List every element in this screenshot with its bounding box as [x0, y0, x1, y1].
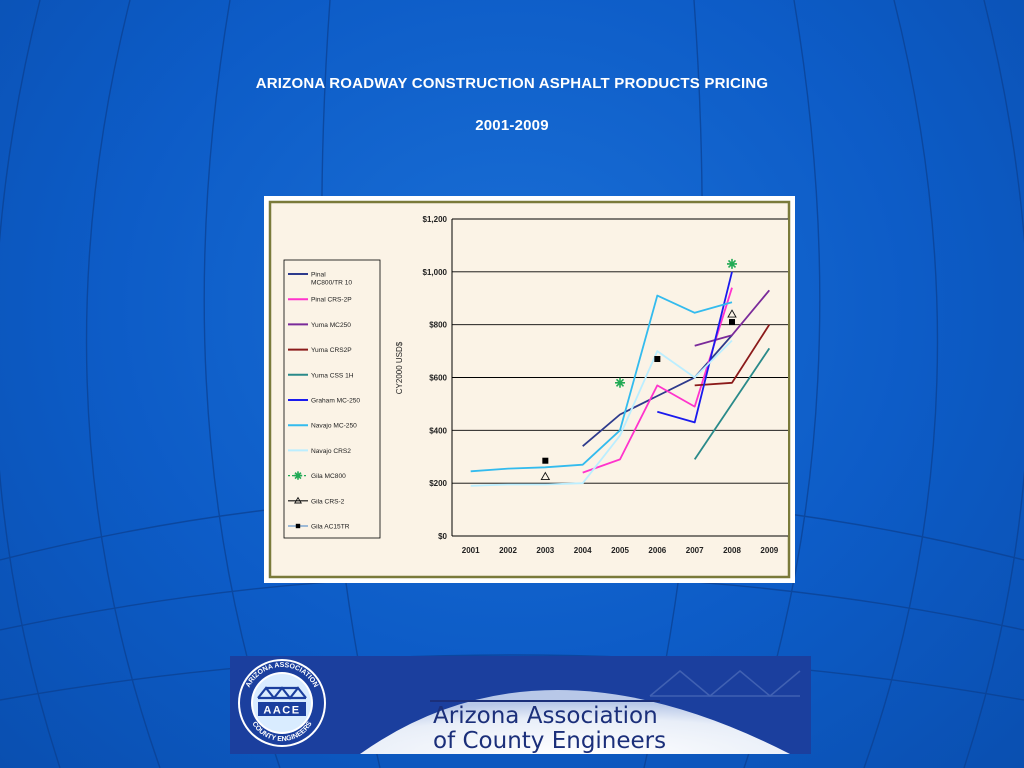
org-name-line-2: of County Engineers	[433, 728, 667, 754]
x-tick-label: 2009	[760, 546, 778, 555]
y-tick-label: $1,200	[423, 215, 448, 224]
series-line	[694, 324, 771, 387]
banner-graphic: AACE ARIZONA ASSOCIATION COUNTY ENGINEER…	[230, 656, 811, 754]
legend-label: Gila CRS-2	[311, 498, 345, 505]
data-point-triangle	[727, 309, 737, 318]
aace-logo: AACE ARIZONA ASSOCIATION COUNTY ENGINEER…	[238, 659, 326, 747]
x-tick-label: 2007	[686, 546, 704, 555]
x-tick-label: 2008	[723, 546, 741, 555]
y-tick-label: $200	[429, 479, 447, 488]
data-point-triangle	[294, 496, 302, 504]
logo-center-text: AACE	[263, 705, 300, 717]
legend-label: Pinal CRS-2P	[311, 297, 352, 304]
x-tick-label: 2006	[648, 546, 666, 555]
data-point-star	[293, 471, 303, 480]
x-tick-label: 2003	[536, 546, 554, 555]
asphalt-pricing-chart: $0 $200 $400 $600 $800 $1,000 $1,200 2001 2002 20…	[268, 200, 791, 579]
y-tick-label: $600	[429, 374, 447, 383]
legend-label: Yuma MC250	[311, 322, 351, 329]
series-line	[657, 271, 733, 424]
series-line	[694, 289, 770, 347]
series-line	[470, 294, 733, 473]
x-tick-label: 2001	[462, 546, 480, 555]
bridge-truss-icon	[257, 686, 307, 700]
legend-label: Gila AC15TR	[311, 524, 350, 531]
y-tick-label: $0	[438, 532, 447, 541]
y-tick-label: $400	[429, 426, 447, 435]
series-line	[582, 334, 733, 447]
x-tick-label: 2002	[499, 546, 517, 555]
y-axis-label: CY2000 USD$	[395, 341, 404, 394]
data-point-square	[654, 356, 661, 363]
legend-label: Navajo CRS2	[311, 448, 351, 455]
series-line	[582, 287, 733, 474]
y-tick-label: $1,000	[423, 268, 448, 277]
x-tick-label: 2005	[611, 546, 629, 555]
data-point-star	[727, 258, 737, 269]
slide-title: ARIZONA ROADWAY CONSTRUCTION ASPHALT PRO…	[255, 75, 769, 92]
legend-label: Gila MC800	[311, 473, 346, 480]
data-point-triangle	[540, 471, 551, 481]
data-point-square	[295, 523, 301, 529]
data-point-star	[615, 377, 625, 388]
slide-subtitle: 2001-2009	[475, 117, 549, 134]
series-line	[693, 347, 771, 460]
chart-frame: $0 $200 $400 $600 $800 $1,000 $1,200 2001 2002 20…	[264, 196, 795, 583]
legend-label: Yuma CSS 1H	[311, 372, 354, 379]
data-point-square	[729, 319, 735, 326]
y-tick-label: $800	[429, 321, 447, 330]
series-line	[470, 339, 733, 487]
legend-label: Pinal MC800/TR 10	[311, 272, 352, 287]
org-name-line-1: Arizona Association	[433, 703, 658, 729]
data-point-square	[542, 457, 549, 464]
legend-label: Yuma CRS2P	[311, 347, 352, 354]
aace-banner: AACE ARIZONA ASSOCIATION COUNTY ENGINEER…	[230, 656, 811, 754]
x-tick-label: 2004	[574, 546, 592, 555]
legend-label: Navajo MC-250	[311, 423, 357, 430]
legend-label: Graham MC-250	[311, 398, 360, 405]
